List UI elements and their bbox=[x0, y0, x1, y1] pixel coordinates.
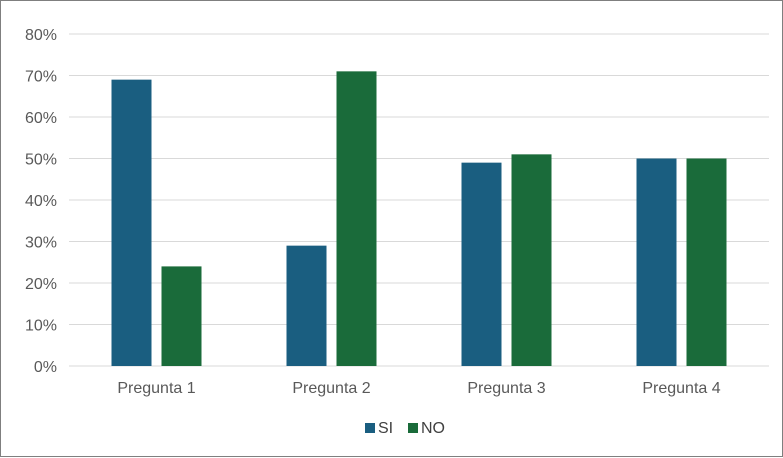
y-tick-label: 70% bbox=[25, 69, 57, 86]
y-tick-label: 20% bbox=[25, 276, 57, 293]
x-category-label: Pregunta 2 bbox=[292, 380, 370, 397]
legend-label-no: NO bbox=[421, 420, 445, 437]
legend-swatch-si bbox=[365, 423, 375, 433]
legend-swatch-no bbox=[408, 423, 418, 433]
x-category-label: Pregunta 4 bbox=[642, 380, 720, 397]
y-tick-label: 0% bbox=[34, 359, 57, 376]
bar-si-3 bbox=[461, 162, 502, 366]
bar-no-4 bbox=[686, 158, 727, 366]
bar-no-1 bbox=[161, 266, 202, 366]
bar-si-1 bbox=[111, 79, 152, 367]
x-category-label: Pregunta 1 bbox=[117, 380, 195, 397]
bar-no-3 bbox=[511, 154, 552, 366]
legend-label-si: SI bbox=[378, 420, 393, 437]
bar-no-2 bbox=[336, 71, 377, 366]
bar-si-2 bbox=[286, 245, 327, 366]
y-tick-label: 40% bbox=[25, 193, 57, 210]
legend: SI NO bbox=[365, 420, 445, 437]
x-axis-category-labels: Pregunta 1 Pregunta 2 Pregunta 3 Pregunta 4 bbox=[117, 380, 720, 397]
y-tick-label: 10% bbox=[25, 318, 57, 335]
y-tick-label: 30% bbox=[25, 235, 57, 252]
y-tick-label: 80% bbox=[25, 27, 57, 44]
bars bbox=[111, 71, 727, 367]
bar-si-4 bbox=[636, 158, 677, 366]
y-axis-tick-labels: 0% 10% 20% 30% 40% 50% 60% 70% 80% bbox=[25, 27, 57, 376]
y-tick-label: 60% bbox=[25, 110, 57, 127]
x-category-label: Pregunta 3 bbox=[467, 380, 545, 397]
y-tick-label: 50% bbox=[25, 152, 57, 169]
